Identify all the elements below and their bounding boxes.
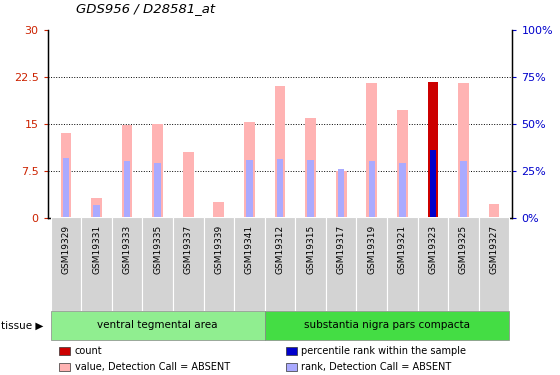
Bar bbox=[479, 217, 510, 311]
Bar bbox=[173, 217, 203, 311]
Bar bbox=[430, 150, 436, 217]
Bar bbox=[112, 217, 142, 311]
Bar bbox=[387, 217, 418, 311]
Bar bbox=[366, 83, 377, 218]
Bar bbox=[286, 363, 297, 371]
Text: GSM19333: GSM19333 bbox=[123, 225, 132, 274]
Text: count: count bbox=[74, 346, 102, 356]
Bar bbox=[397, 110, 408, 218]
Bar bbox=[265, 311, 510, 340]
Bar bbox=[368, 161, 375, 218]
Bar bbox=[59, 363, 70, 371]
Bar bbox=[418, 217, 448, 311]
Bar bbox=[305, 117, 316, 218]
Text: GSM19337: GSM19337 bbox=[184, 225, 193, 274]
Bar bbox=[81, 217, 112, 311]
Text: GSM19312: GSM19312 bbox=[276, 225, 284, 274]
Bar bbox=[399, 162, 405, 218]
Bar bbox=[59, 347, 70, 355]
Bar bbox=[295, 217, 326, 311]
Bar bbox=[489, 204, 500, 218]
Text: percentile rank within the sample: percentile rank within the sample bbox=[301, 346, 466, 356]
Bar bbox=[427, 82, 438, 218]
Text: GSM19321: GSM19321 bbox=[398, 225, 407, 274]
Text: GSM19319: GSM19319 bbox=[367, 225, 376, 274]
Text: GSM19341: GSM19341 bbox=[245, 225, 254, 274]
Text: tissue ▶: tissue ▶ bbox=[1, 320, 43, 330]
Text: GDS956 / D28581_at: GDS956 / D28581_at bbox=[76, 2, 214, 15]
Text: GSM19339: GSM19339 bbox=[214, 225, 223, 274]
Text: rank, Detection Call = ABSENT: rank, Detection Call = ABSENT bbox=[301, 362, 452, 372]
Text: value, Detection Call = ABSENT: value, Detection Call = ABSENT bbox=[74, 362, 230, 372]
Bar bbox=[265, 217, 295, 311]
Bar bbox=[124, 161, 130, 218]
Text: GSM19315: GSM19315 bbox=[306, 225, 315, 274]
Bar bbox=[460, 161, 466, 218]
Text: GSM19335: GSM19335 bbox=[153, 225, 162, 274]
Bar bbox=[427, 82, 438, 218]
Text: GSM19325: GSM19325 bbox=[459, 225, 468, 274]
Bar bbox=[307, 160, 314, 218]
Bar bbox=[338, 169, 344, 217]
Bar bbox=[277, 159, 283, 218]
Bar bbox=[246, 160, 253, 218]
Bar bbox=[142, 217, 173, 311]
Bar bbox=[91, 198, 102, 217]
Bar bbox=[122, 125, 133, 217]
Text: GSM19317: GSM19317 bbox=[337, 225, 346, 274]
Bar bbox=[203, 217, 234, 311]
Bar bbox=[50, 311, 265, 340]
Bar bbox=[183, 152, 194, 217]
Text: substantia nigra pars compacta: substantia nigra pars compacta bbox=[304, 320, 470, 330]
Bar bbox=[326, 217, 357, 311]
Bar bbox=[94, 205, 100, 218]
Text: GSM19329: GSM19329 bbox=[62, 225, 71, 274]
Bar bbox=[63, 158, 69, 218]
Bar bbox=[357, 217, 387, 311]
Bar bbox=[458, 83, 469, 218]
Text: GSM19331: GSM19331 bbox=[92, 225, 101, 274]
Bar bbox=[448, 217, 479, 311]
Bar bbox=[213, 202, 224, 217]
Bar bbox=[152, 124, 163, 218]
Bar bbox=[60, 133, 71, 218]
Bar bbox=[286, 347, 297, 355]
Bar bbox=[274, 86, 286, 218]
Text: ventral tegmental area: ventral tegmental area bbox=[97, 320, 218, 330]
Bar bbox=[50, 217, 81, 311]
Bar bbox=[155, 162, 161, 218]
Text: GSM19327: GSM19327 bbox=[489, 225, 498, 274]
Bar bbox=[336, 171, 347, 217]
Bar bbox=[234, 217, 265, 311]
Text: GSM19323: GSM19323 bbox=[428, 225, 437, 274]
Bar bbox=[244, 122, 255, 218]
